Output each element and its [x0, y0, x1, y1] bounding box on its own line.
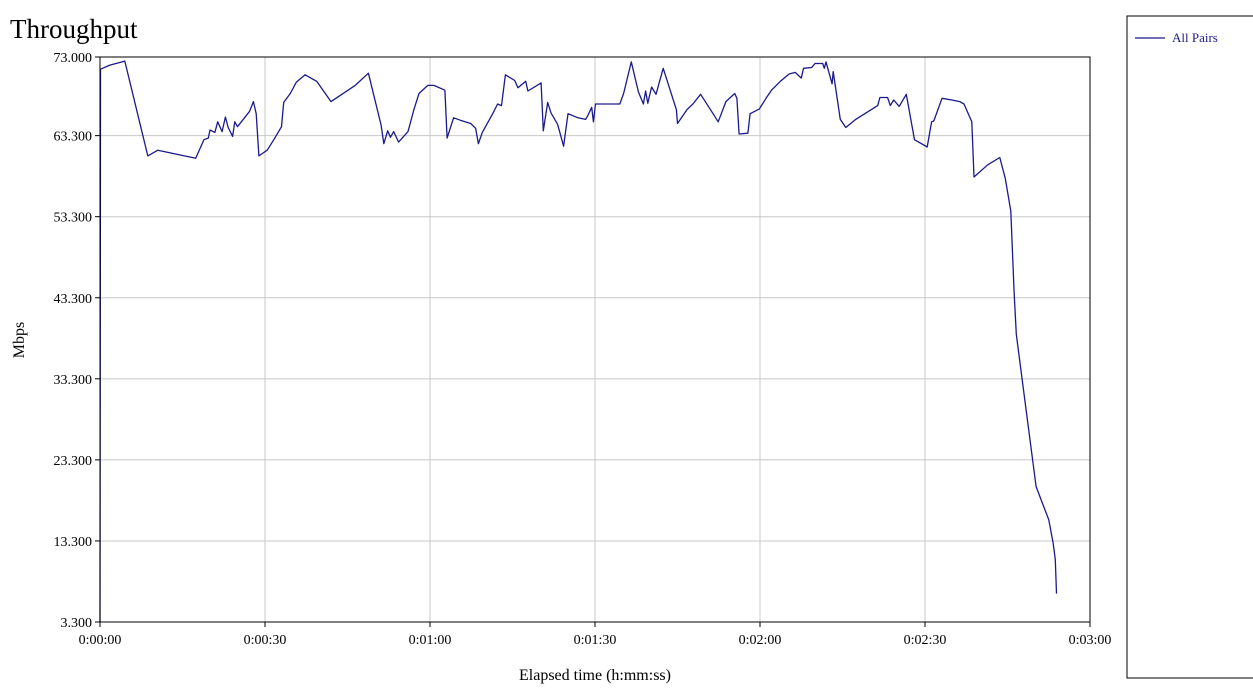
y-tick-label: 43.300 [54, 292, 93, 307]
x-axis-label: Elapsed time (h:mm:ss) [519, 667, 671, 684]
y-axis-label: Mbps [11, 322, 28, 358]
series-line-all-pairs [99, 60, 1058, 623]
x-tick-label: 0:01:30 [574, 633, 617, 648]
legend-label: All Pairs [1172, 30, 1218, 45]
x-tick-label: 0:00:30 [244, 633, 287, 648]
x-axis-ticks: 0:00:00 0:00:30 0:01:00 0:01:30 0:02:00 0:02:… [79, 622, 1112, 648]
y-tick-label: 33.300 [54, 373, 93, 388]
x-tick-label: 0:03:00 [1069, 633, 1112, 648]
x-tick-label: 0:02:00 [739, 633, 782, 648]
y-tick-label: 3.300 [61, 616, 93, 631]
x-tick-label: 0:02:30 [904, 633, 947, 648]
y-axis-ticks: 3.300 13.300 23.300 33.300 43.300 53.300 63.30… [54, 51, 100, 631]
y-tick-label: 13.300 [54, 535, 93, 550]
series-layer [99, 60, 1058, 623]
y-tick-label: 73.000 [54, 51, 93, 66]
y-tick-label: 53.300 [54, 211, 93, 226]
x-tick-label: 0:01:00 [409, 633, 452, 648]
legend: All Pairs [1126, 15, 1253, 679]
y-tick-label: 23.300 [54, 454, 93, 469]
legend-items: All Pairs [1135, 30, 1218, 45]
chart-title: Throughput [10, 14, 138, 44]
x-tick-label: 0:00:00 [79, 633, 122, 648]
y-tick-label: 63.300 [54, 130, 93, 145]
legend-box [1126, 15, 1253, 679]
